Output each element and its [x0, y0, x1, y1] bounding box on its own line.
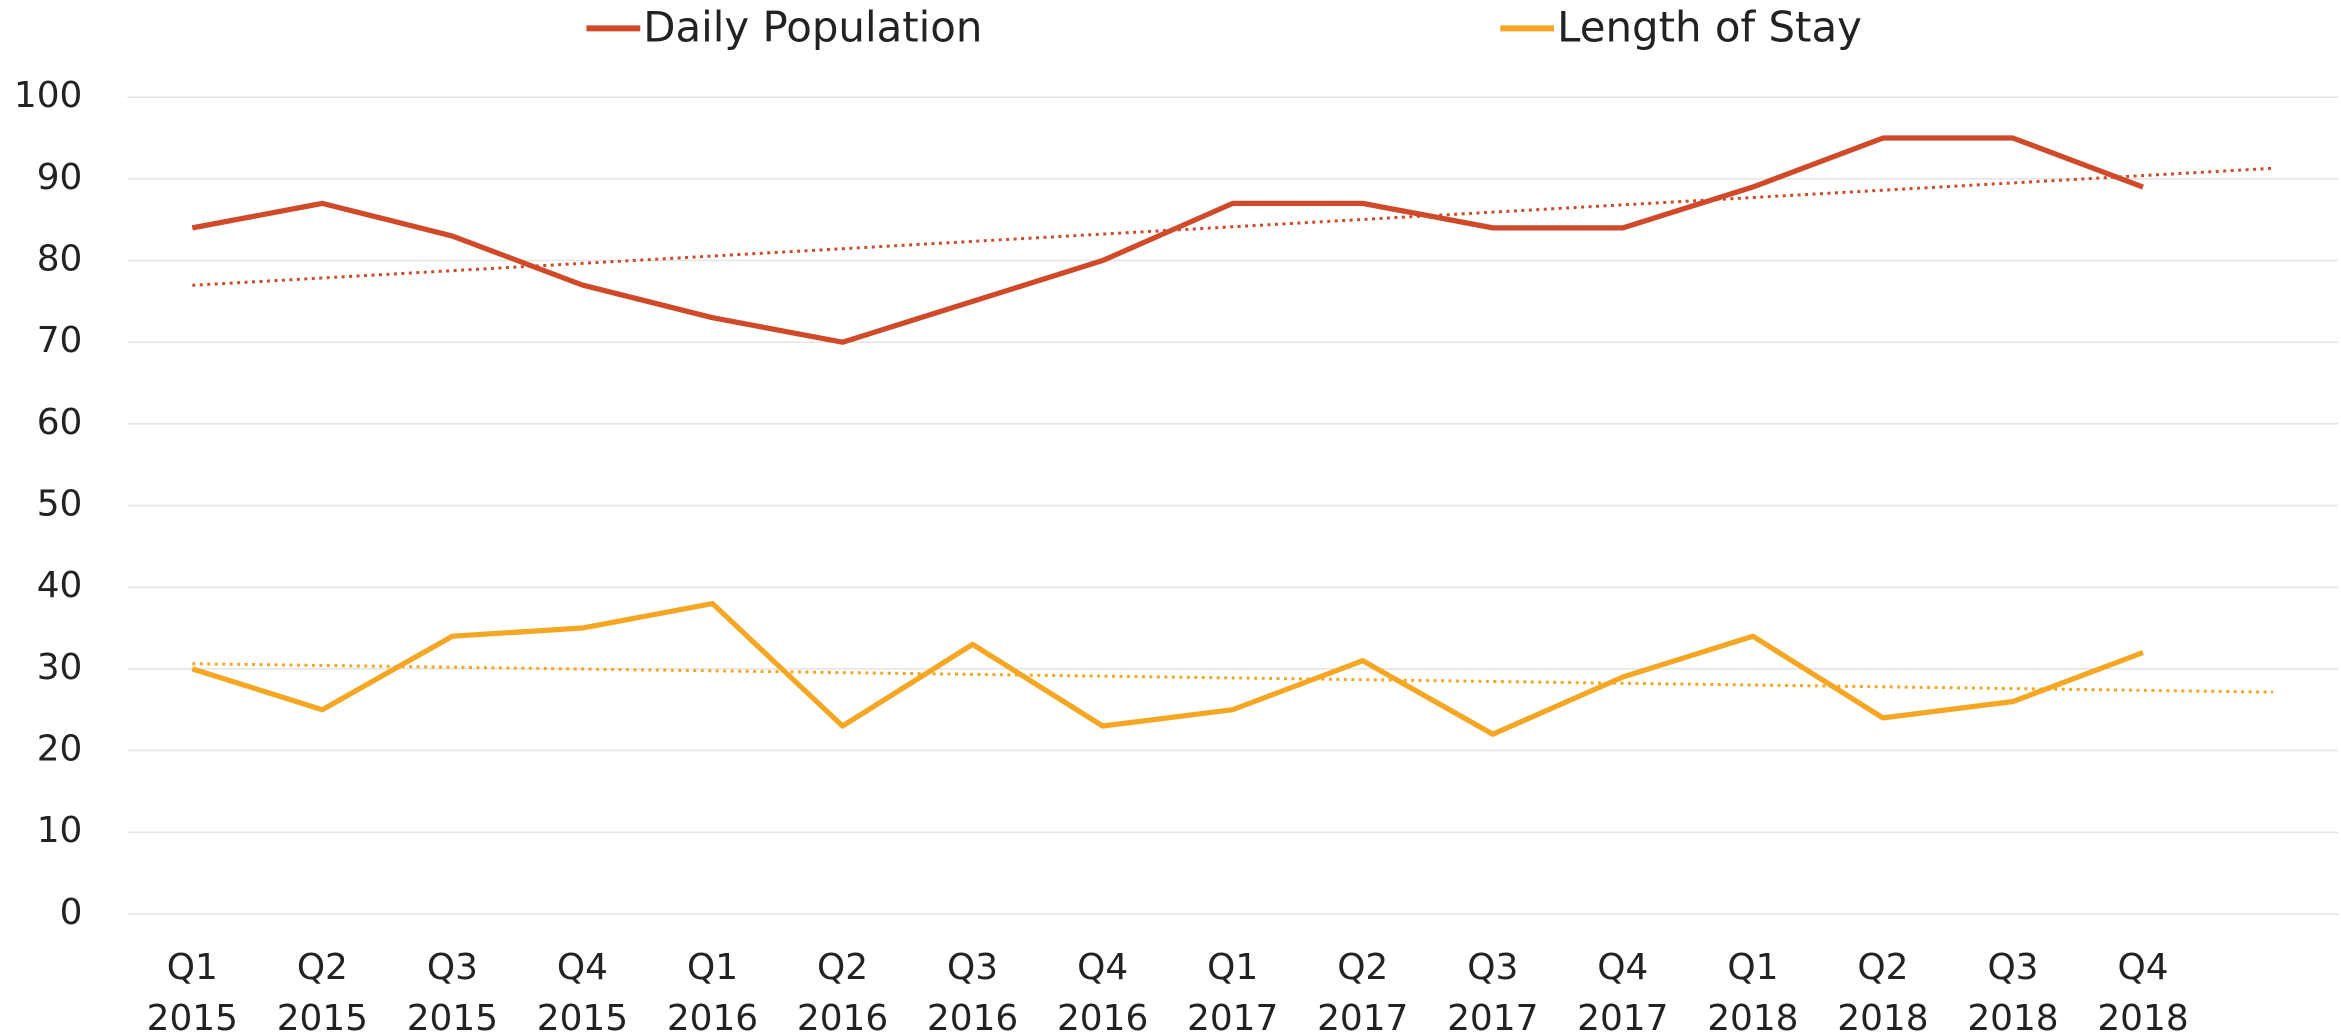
- y-tick-label: 40: [37, 565, 83, 606]
- x-tick-label: Q1: [1727, 947, 1778, 988]
- x-tick-label: 2017: [1317, 998, 1408, 1035]
- y-tick-label: 60: [37, 402, 83, 443]
- x-tick-label: Q2: [1337, 947, 1388, 988]
- x-tick-label: 2018: [1707, 998, 1798, 1035]
- trendline: [192, 166, 2274, 287]
- x-tick-label: Q2: [817, 947, 868, 988]
- x-tick-label: Q3: [947, 947, 998, 988]
- x-tick-label: 2015: [277, 998, 368, 1035]
- trendline: [192, 662, 2274, 694]
- x-tick-label: Q4: [1597, 947, 1648, 988]
- x-tick-label: Q1: [1207, 947, 1258, 988]
- x-tick-label: Q1: [687, 947, 738, 988]
- y-tick-label: 80: [37, 239, 83, 280]
- x-tick-label: Q3: [1467, 947, 1518, 988]
- x-tick-label: 2015: [537, 998, 628, 1035]
- x-tick-label: Q3: [1987, 947, 2038, 988]
- x-tick-label: 2018: [2097, 998, 2188, 1035]
- x-tick-label: 2016: [667, 998, 758, 1035]
- x-tick-label: 2015: [147, 998, 238, 1035]
- legend-label: Length of Stay: [1557, 2, 1862, 51]
- x-tick-label: Q2: [1857, 947, 1908, 988]
- x-tick-label: Q2: [297, 947, 348, 988]
- x-tick-label: 2015: [407, 998, 498, 1035]
- x-tick-label: Q3: [427, 947, 478, 988]
- x-tick-label: 2016: [1057, 998, 1148, 1035]
- y-tick-label: 20: [37, 729, 83, 770]
- data-line: [191, 135, 2144, 345]
- x-tick-label: 2018: [1837, 998, 1928, 1035]
- x-tick-label: 2018: [1967, 998, 2058, 1035]
- x-tick-label: Q4: [2117, 947, 2168, 988]
- legend-label: Daily Population: [643, 2, 982, 51]
- y-tick-label: 50: [37, 484, 83, 525]
- x-tick-label: 2017: [1187, 998, 1278, 1035]
- y-tick-label: 90: [37, 157, 83, 198]
- y-tick-label: 30: [37, 647, 83, 688]
- x-tick-label: Q4: [557, 947, 608, 988]
- x-tick-label: 2016: [797, 998, 888, 1035]
- y-tick-label: 0: [60, 892, 83, 933]
- x-tick-label: 2016: [927, 998, 1018, 1035]
- y-tick-label: 10: [37, 810, 83, 851]
- y-tick-label: 100: [14, 75, 82, 116]
- data-line: [191, 600, 2144, 737]
- x-tick-label: Q1: [167, 947, 218, 988]
- y-tick-label: 70: [37, 320, 83, 361]
- x-tick-label: 2017: [1447, 998, 1538, 1035]
- x-tick-label: 2017: [1577, 998, 1668, 1035]
- x-tick-label: Q4: [1077, 947, 1128, 988]
